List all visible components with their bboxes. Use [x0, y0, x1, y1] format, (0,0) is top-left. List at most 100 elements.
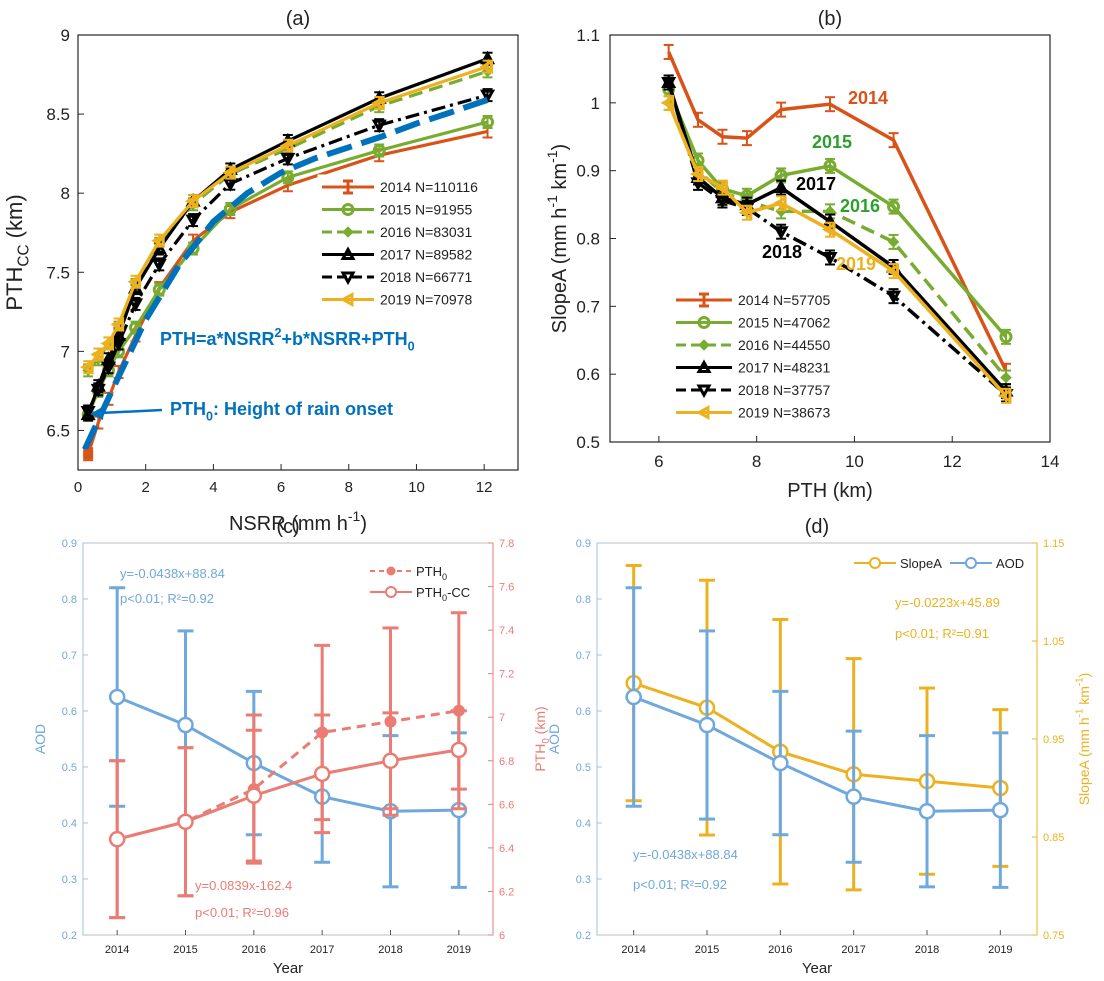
y-axis-label-part: km	[549, 163, 571, 195]
y-right-tick-label-part: 6.2	[499, 886, 514, 898]
series-line	[80, 88, 496, 420]
data-point	[992, 801, 1009, 819]
x-axis-label-part: NSRR (mm h	[229, 513, 348, 535]
y-left-axis-label-part: AOD	[546, 724, 562, 754]
x-tick-label: 10	[845, 452, 864, 471]
data-point	[127, 298, 144, 312]
y-right-tick-label: 6.4	[499, 843, 514, 855]
legend-label-part: 2017 N=89582	[380, 247, 472, 263]
onset-annotation: PTH0: Height of rain onset	[170, 399, 393, 423]
x-axis-label: PTH (km)	[787, 480, 873, 502]
y-left-tick-label-part: 0.6	[62, 706, 77, 718]
panel-b-title-part: (b)	[818, 8, 842, 30]
data-point	[887, 200, 901, 214]
legend-label: AOD	[996, 556, 1024, 571]
data-point	[223, 202, 237, 216]
y-left-tick-label-part: 0.9	[62, 538, 77, 550]
legend-label-part: PTH	[416, 564, 442, 579]
legend-label: 2016 N=83031	[380, 224, 472, 240]
x-tick-label: 12	[476, 479, 493, 496]
legend-label-part: 2015 N=47062	[738, 315, 830, 331]
legend-marker	[341, 203, 355, 216]
data-point	[90, 346, 104, 363]
annotation-line: y=-0.0438x+88.84	[633, 847, 738, 862]
annotation-line-part: p<0.01; R²=0.92	[633, 877, 727, 892]
x-tick-label-part: 4	[209, 479, 217, 496]
y-right-tick-label-part: 7	[499, 712, 505, 724]
data-point	[245, 787, 263, 804]
y-left-tick-label: 0.2	[62, 930, 77, 942]
x-axis-label: Year	[273, 960, 303, 977]
y-right-tick-label: 6.6	[499, 799, 514, 811]
y-axis-label: PTHCC (km)	[2, 194, 33, 310]
series-year-label: 2017	[796, 174, 836, 194]
legend-label: 2014 N=57705	[738, 292, 830, 308]
data-point	[151, 233, 165, 249]
y-right-tick-label-part: 6.6	[499, 799, 514, 811]
legend-label-part: 2015 N=91955	[380, 202, 472, 218]
legend-marker	[340, 246, 356, 260]
x-tick-label-part: 2018	[378, 944, 402, 956]
y-left-tick-label: 0.6	[576, 706, 591, 718]
y-right-axis-label-part: )	[1076, 673, 1092, 678]
annotation-line: p<0.01; R²=0.92	[120, 591, 214, 606]
y-right-tick-label: 7.6	[499, 582, 514, 594]
x-tick-label-part: 10	[408, 479, 425, 496]
y-right-tick-label-part: 7.4	[499, 625, 514, 637]
fit-curve	[82, 97, 489, 451]
y-right-tick-label: 0.85	[1043, 832, 1064, 844]
panel-c-title: (c)	[276, 516, 299, 538]
legend-marker	[340, 271, 356, 286]
legend-label: 2018 N=66771	[380, 269, 472, 285]
x-tick-label-part: 8	[752, 452, 761, 471]
legend-label: 2014 N=110116	[380, 179, 478, 195]
y-tick-label: 7	[61, 342, 70, 361]
data-point	[100, 335, 114, 352]
y-tick-label-part: 6.5	[46, 421, 70, 440]
y-tick-label-part: 8	[61, 184, 70, 203]
data-point	[689, 166, 704, 182]
x-tick-label-part: 2016	[242, 944, 266, 956]
y-axis-label-part: SlopeA (mm h	[549, 208, 571, 334]
legend-marker	[965, 557, 977, 569]
y-right-tick-label: 7.8	[499, 538, 514, 550]
annotation-line-part: y=-0.0438x+88.84	[633, 847, 738, 862]
x-tick-label-part: 14	[1041, 452, 1060, 471]
y-tick-label-part: 8.5	[46, 105, 70, 124]
y-tick-label-part: 0.7	[576, 297, 600, 316]
y-right-axis-label-part: SlopeA (mm h	[1076, 717, 1092, 805]
y-right-tick-label-part: 7.6	[499, 582, 514, 594]
x-tick-label-part: 12	[476, 479, 493, 496]
series-year-label-part: 2016	[840, 196, 880, 216]
y-left-tick-label-part: 0.7	[62, 650, 77, 662]
y-axis-label: SlopeA (mm h-1 km-1)	[544, 144, 571, 333]
y-tick-label: 1.1	[576, 26, 600, 45]
panel-d-title-part: (d)	[805, 516, 829, 538]
formula-annotation-part: 0	[408, 339, 415, 353]
data-point	[222, 165, 236, 181]
annotation-line: p<0.01; R²=0.92	[633, 877, 727, 892]
data-point	[479, 89, 496, 104]
legend-label: 2018 N=37757	[738, 382, 830, 398]
y-tick-label: 0.9	[576, 162, 600, 181]
data-point	[479, 59, 494, 75]
y-left-tick-label-part: 0.3	[576, 874, 591, 886]
y-left-tick-label: 0.3	[576, 874, 591, 886]
onset-point	[83, 449, 94, 460]
data-point	[177, 813, 194, 831]
x-tick-label: 2018	[378, 944, 402, 956]
data-point	[100, 361, 117, 376]
y-axis-label-part: )	[549, 144, 571, 151]
y-tick-label-part: 1	[591, 94, 600, 113]
series-path	[667, 51, 1008, 372]
x-tick-label-part: 2015	[695, 944, 719, 956]
data-point	[714, 195, 730, 209]
legend-label-part: 2014 N=110116	[380, 179, 478, 195]
series-path	[633, 681, 1001, 790]
y-right-tick-label-part: 6.4	[499, 843, 514, 855]
y-left-tick-label-part: 0.7	[576, 650, 591, 662]
legend-marker	[869, 557, 881, 569]
legend-label-part: -CC	[447, 585, 470, 600]
y-left-tick-label-part: 0.2	[62, 930, 77, 942]
